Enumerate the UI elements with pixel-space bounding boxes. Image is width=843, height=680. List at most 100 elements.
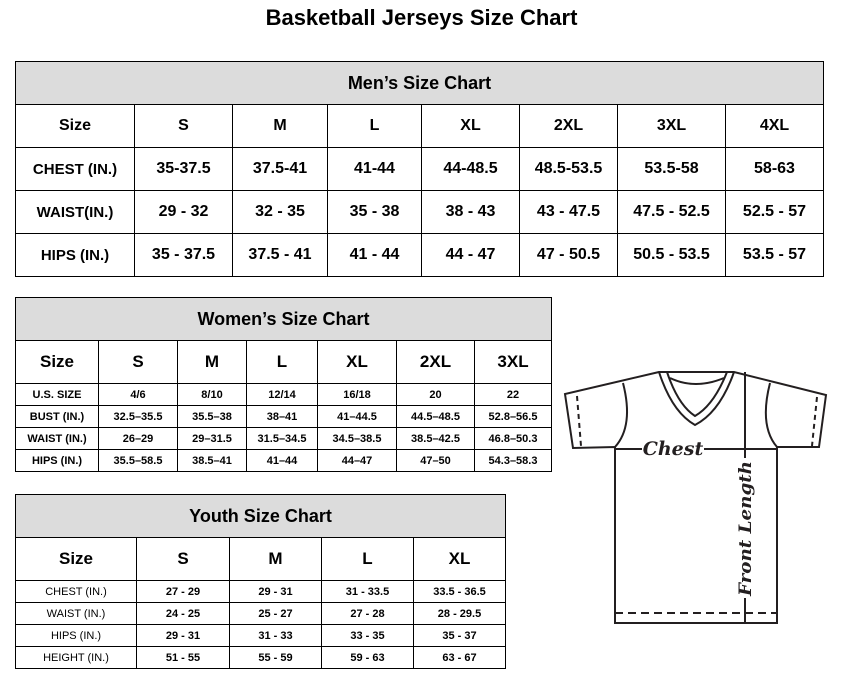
table-cell: 27 - 28 bbox=[321, 602, 414, 625]
column-header: S bbox=[136, 537, 230, 581]
row-label: HIPS (IN.) bbox=[15, 233, 135, 277]
table-cell: 46.8–50.3 bbox=[473, 427, 553, 450]
youth-size-table: Youth Size Chart Size S M L XL CHEST (IN.) 27 -… bbox=[14, 494, 507, 669]
table-cell: 4/6 bbox=[98, 383, 178, 406]
front-length-label: Front Length bbox=[736, 461, 756, 597]
table-cell: 38.5–41 bbox=[177, 449, 247, 472]
column-header: L bbox=[321, 537, 414, 581]
column-header: 3XL bbox=[617, 104, 726, 148]
table-row: WAIST (IN.) 24 - 25 25 - 27 27 - 28 28 - 29.… bbox=[15, 602, 507, 625]
column-header: S bbox=[134, 104, 233, 148]
table-cell: 35.5–38 bbox=[177, 405, 247, 428]
row-label: BUST (IN.) bbox=[15, 405, 99, 428]
table-cell: 50.5 - 53.5 bbox=[617, 233, 726, 277]
table-cell: 41-44 bbox=[327, 147, 422, 191]
table-cell: 38 - 43 bbox=[421, 190, 520, 234]
table-cell: 29 - 31 bbox=[229, 580, 322, 603]
row-label: WAIST (IN.) bbox=[15, 602, 137, 625]
table-cell: 33.5 - 36.5 bbox=[412, 580, 507, 603]
table-cell: 38–41 bbox=[246, 405, 318, 428]
table-row: CHEST (IN.) 35-37.5 37.5-41 41-44 44-48.5 48.… bbox=[15, 147, 824, 191]
youth-chart-caption: Youth Size Chart bbox=[14, 494, 507, 538]
table-cell: 59 - 63 bbox=[321, 646, 414, 669]
table-cell: 31 - 33.5 bbox=[321, 580, 414, 603]
column-header: 2XL bbox=[519, 104, 618, 148]
row-label: WAIST (IN.) bbox=[15, 427, 99, 450]
column-header: L bbox=[246, 340, 318, 384]
table-row: HIPS (IN.) 35 - 37.5 37.5 - 41 41 - 44 44 - … bbox=[15, 233, 824, 277]
women-chart-caption: Women’s Size Chart bbox=[14, 297, 553, 341]
table-cell: 26–29 bbox=[98, 427, 178, 450]
table-cell: 43 - 47.5 bbox=[519, 190, 618, 234]
column-header: XL bbox=[421, 104, 520, 148]
table-cell: 29–31.5 bbox=[177, 427, 247, 450]
header-row: Size S M L XL 2XL 3XL 4XL bbox=[15, 104, 824, 148]
table-cell: 27 - 29 bbox=[136, 580, 230, 603]
table-cell: 41–44.5 bbox=[317, 405, 397, 428]
page-title: Basketball Jerseys Size Chart bbox=[265, 5, 578, 30]
row-label: CHEST (IN.) bbox=[15, 147, 135, 191]
column-header: XL bbox=[412, 537, 507, 581]
table-cell: 32 - 35 bbox=[232, 190, 328, 234]
table-cell: 35.5–58.5 bbox=[98, 449, 178, 472]
table-cell: 55 - 59 bbox=[229, 646, 322, 669]
table-cell: 22 bbox=[473, 383, 553, 406]
table-cell: 35 - 38 bbox=[327, 190, 422, 234]
table-row: WAIST(IN.) 29 - 32 32 - 35 35 - 38 38 - 43 43… bbox=[15, 190, 824, 234]
men-chart-caption: Men’s Size Chart bbox=[15, 61, 824, 105]
row-label: HIPS (IN.) bbox=[15, 449, 99, 472]
row-label: CHEST (IN.) bbox=[15, 580, 137, 603]
table-cell: 47–50 bbox=[396, 449, 475, 472]
jersey-diagram: Chest Front Length bbox=[563, 371, 828, 624]
table-row: HIPS (IN.) 35.5–58.5 38.5–41 41–44 44–47 47–5… bbox=[15, 449, 553, 472]
table-cell: 29 - 32 bbox=[134, 190, 233, 234]
table-cell: 44–47 bbox=[317, 449, 397, 472]
table-row: WAIST (IN.) 26–29 29–31.5 31.5–34.5 34.5–38.… bbox=[15, 427, 553, 450]
table-cell: 25 - 27 bbox=[229, 602, 322, 625]
womens-size-table: Women’s Size Chart Size S M L XL 2XL 3XL U.S. SI… bbox=[14, 297, 553, 472]
header-row: Size S M L XL bbox=[15, 537, 507, 581]
row-label: HEIGHT (IN.) bbox=[15, 646, 137, 669]
table-cell: 16/18 bbox=[317, 383, 397, 406]
table-cell: 53.5 - 57 bbox=[725, 233, 824, 277]
column-header: Size bbox=[15, 104, 135, 148]
table-cell: 31 - 33 bbox=[229, 624, 322, 647]
row-label: U.S. SIZE bbox=[15, 383, 99, 406]
table-cell: 51 - 55 bbox=[136, 646, 230, 669]
table-row: HIPS (IN.) 29 - 31 31 - 33 33 - 35 35 - 37 bbox=[15, 624, 507, 647]
table-cell: 41–44 bbox=[246, 449, 318, 472]
table-cell: 28 - 29.5 bbox=[412, 602, 507, 625]
table-cell: 47.5 - 52.5 bbox=[617, 190, 726, 234]
column-header: L bbox=[327, 104, 422, 148]
column-header: S bbox=[98, 340, 178, 384]
column-header: Size bbox=[15, 537, 137, 581]
table-cell: 47 - 50.5 bbox=[519, 233, 618, 277]
column-header: M bbox=[177, 340, 247, 384]
table-cell: 38.5–42.5 bbox=[396, 427, 475, 450]
table-cell: 52.8–56.5 bbox=[473, 405, 553, 428]
table-cell: 20 bbox=[396, 383, 475, 406]
column-header: M bbox=[229, 537, 322, 581]
table-cell: 52.5 - 57 bbox=[725, 190, 824, 234]
table-cell: 41 - 44 bbox=[327, 233, 422, 277]
table-cell: 8/10 bbox=[177, 383, 247, 406]
table-row: HEIGHT (IN.) 51 - 55 55 - 59 59 - 63 63 - 67 bbox=[15, 646, 507, 669]
table-cell: 24 - 25 bbox=[136, 602, 230, 625]
table-cell: 54.3–58.3 bbox=[473, 449, 553, 472]
table-cell: 33 - 35 bbox=[321, 624, 414, 647]
table-row: CHEST (IN.) 27 - 29 29 - 31 31 - 33.5 33.5 -… bbox=[15, 580, 507, 603]
table-row: U.S. SIZE 4/6 8/10 12/14 16/18 20 22 bbox=[15, 383, 553, 406]
table-cell: 35 - 37 bbox=[412, 624, 507, 647]
table-cell: 53.5-58 bbox=[617, 147, 726, 191]
column-header: 3XL bbox=[473, 340, 553, 384]
mens-size-table: Men’s Size Chart Size S M L XL 2XL 3XL 4XL CHEST … bbox=[15, 61, 824, 277]
column-header: Size bbox=[15, 340, 99, 384]
table-row: BUST (IN.) 32.5–35.5 35.5–38 38–41 41–44.5 44… bbox=[15, 405, 553, 428]
table-cell: 48.5-53.5 bbox=[519, 147, 618, 191]
table-cell: 34.5–38.5 bbox=[317, 427, 397, 450]
table-cell: 44-48.5 bbox=[421, 147, 520, 191]
table-cell: 32.5–35.5 bbox=[98, 405, 178, 428]
column-header: XL bbox=[317, 340, 397, 384]
table-cell: 63 - 67 bbox=[412, 646, 507, 669]
header-row: Size S M L XL 2XL 3XL bbox=[15, 340, 553, 384]
